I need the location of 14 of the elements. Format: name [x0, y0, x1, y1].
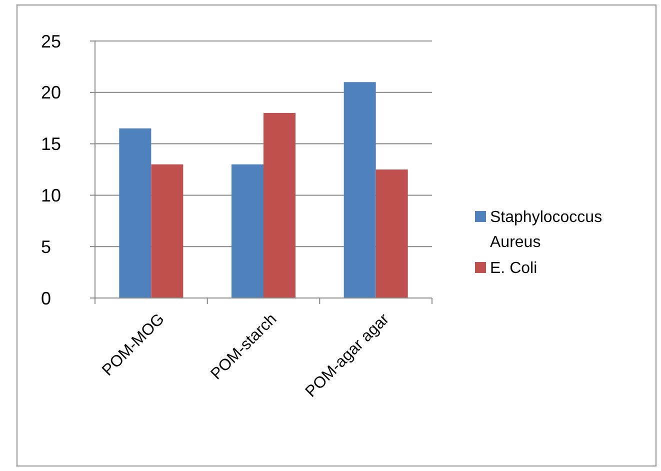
y-tick-label: 0 — [41, 288, 52, 308]
bar — [232, 164, 264, 298]
bar — [344, 82, 376, 298]
legend-label: E. Coli — [490, 260, 538, 277]
y-tick-label: 25 — [41, 31, 62, 52]
legend-label: Staphylococcus Aureus — [490, 209, 602, 251]
bar — [376, 170, 408, 298]
bar — [119, 128, 152, 298]
y-tick-label: 15 — [41, 134, 62, 154]
bar — [151, 164, 184, 298]
bar — [264, 112, 296, 298]
y-tick-label: 5 — [41, 236, 52, 257]
y-tick-label: 20 — [41, 82, 62, 103]
y-tick-label: 10 — [41, 186, 62, 206]
